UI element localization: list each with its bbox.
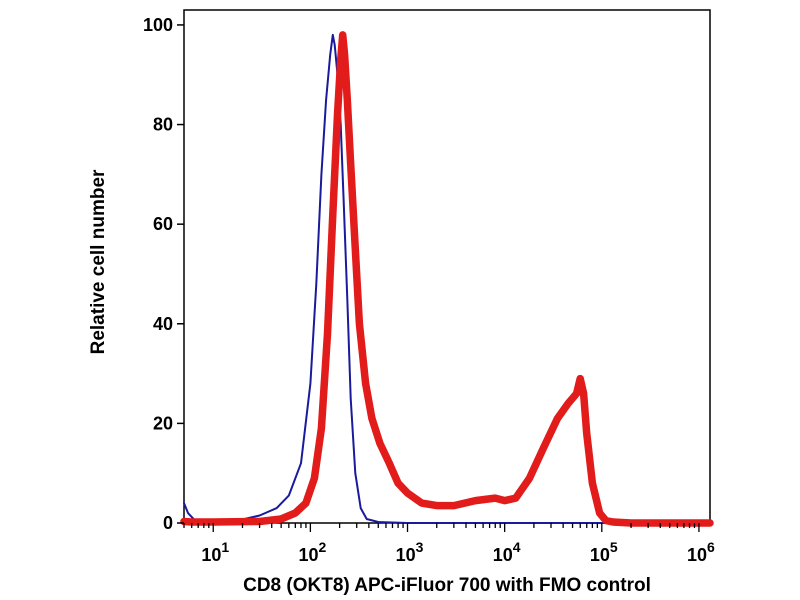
x-tick-base: 10: [493, 545, 513, 565]
x-tick-base: 10: [298, 545, 318, 565]
x-tick-base: 10: [201, 545, 221, 565]
x-tick-label: 104: [493, 539, 521, 565]
y-tick-label: 100: [143, 15, 173, 35]
series-line-fmo-control: [183, 33, 711, 524]
y-tick-label: 80: [153, 115, 173, 135]
x-axis-ticks: 101 102 103 104 105 106: [183, 523, 715, 565]
x-axis-title: CD8 (OKT8) APC-iFluor 700 with FMO contr…: [243, 575, 651, 596]
y-tick-label: 0: [163, 513, 173, 533]
x-tick-label: 101: [201, 539, 229, 565]
x-tick-exponent: 5: [610, 539, 618, 555]
x-tick-label: 105: [590, 539, 618, 565]
x-tick-label: 103: [396, 539, 424, 565]
y-tick-label: 20: [153, 413, 173, 433]
x-tick-exponent: 3: [416, 539, 424, 555]
plot-frame: [183, 9, 711, 524]
series-line-cd8-stained: [180, 31, 714, 527]
y-tick-label: 60: [153, 214, 173, 234]
x-tick-label: 106: [687, 539, 715, 565]
plot-area: [183, 9, 711, 524]
x-tick-base: 10: [396, 545, 416, 565]
series-layer: [180, 31, 714, 527]
x-tick-exponent: 1: [221, 539, 229, 555]
x-tick-exponent: 4: [513, 539, 521, 555]
y-axis-title: Relative cell number: [88, 169, 109, 354]
y-tick-label: 40: [153, 314, 173, 334]
x-tick-exponent: 2: [318, 539, 326, 555]
x-tick-exponent: 6: [707, 539, 715, 555]
x-tick-label: 102: [298, 539, 326, 565]
y-axis-ticks: 0 20 40 60 80 100: [143, 15, 184, 533]
x-tick-base: 10: [590, 545, 610, 565]
x-tick-base: 10: [687, 545, 707, 565]
